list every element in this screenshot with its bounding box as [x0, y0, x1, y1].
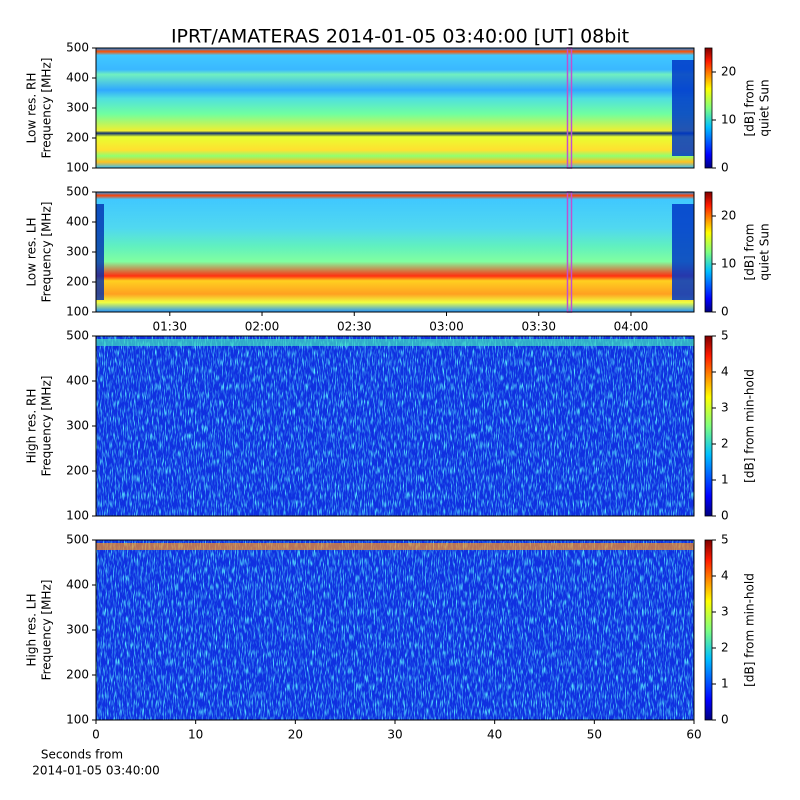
y-axis-label: Low res. RH	[25, 73, 39, 144]
colorbar-tick-label: 1	[721, 473, 729, 487]
y-tick-label: 100	[66, 509, 89, 523]
x-tick-label: 04:00	[614, 320, 649, 334]
x-tick-label: 40	[487, 728, 502, 742]
y-tick-label: 400	[66, 215, 89, 229]
colorbar-tick-label: 3	[721, 401, 729, 415]
y-tick-label: 400	[66, 578, 89, 592]
x-tick-label: 50	[587, 728, 602, 742]
colorbar-label: quiet Sun	[758, 223, 772, 280]
colorbar-tick-label: 20	[721, 65, 736, 79]
y-axis-label: Frequency [MHz]	[40, 376, 54, 477]
x-axis-label: 2014-01-05 03:40:00	[32, 764, 159, 778]
colorbar-tick-label: 20	[721, 209, 736, 223]
x-tick-label: 02:00	[245, 320, 280, 334]
spectrogram-noise	[96, 540, 694, 720]
y-axis-label: Low res. LH	[25, 217, 39, 286]
colorbar-tick-label: 5	[721, 329, 729, 343]
y-tick-label: 100	[66, 305, 89, 319]
y-tick-label: 400	[66, 374, 89, 388]
colorbar	[704, 539, 713, 721]
colorbar-tick-label: 4	[721, 365, 729, 379]
y-axis-label: High res. LH	[25, 593, 39, 666]
spectrogram-gap	[96, 204, 104, 300]
spectrogram-image	[96, 192, 694, 312]
y-axis-label: High res. RH	[25, 389, 39, 464]
colorbar-label: [dB] from min-hold	[743, 573, 757, 687]
colorbar-label: quiet Sun	[758, 79, 772, 136]
colorbar-tick-label: 0	[721, 509, 729, 523]
spectrogram-gap	[672, 60, 694, 156]
x-tick-label: 20	[288, 728, 303, 742]
colorbar	[704, 335, 713, 517]
spectrogram-band	[96, 543, 694, 550]
spectrogram-image	[96, 48, 694, 168]
colorbar-tick-label: 0	[721, 161, 729, 175]
colorbar	[704, 47, 713, 169]
colorbar-tick-label: 3	[721, 605, 729, 619]
x-tick-label: 03:00	[429, 320, 464, 334]
spectrogram-gap	[672, 204, 694, 300]
colorbar-tick-label: 1	[721, 677, 729, 691]
y-tick-label: 300	[66, 623, 89, 637]
colorbar	[704, 191, 713, 313]
y-tick-label: 200	[66, 275, 89, 289]
y-tick-label: 100	[66, 713, 89, 727]
x-tick-label: 10	[188, 728, 203, 742]
y-tick-label: 500	[66, 41, 89, 55]
y-tick-label: 500	[66, 185, 89, 199]
y-tick-label: 300	[66, 419, 89, 433]
colorbar-tick-label: 4	[721, 569, 729, 583]
x-tick-label: 30	[387, 728, 402, 742]
colorbar-tick-label: 0	[721, 305, 729, 319]
colorbar-tick-label: 10	[721, 113, 736, 127]
x-tick-label: 0	[92, 728, 100, 742]
y-axis-label: Frequency [MHz]	[40, 58, 54, 159]
colorbar-label: [dB] from	[743, 80, 757, 137]
colorbar-tick-label: 2	[721, 437, 729, 451]
x-axis-label: Seconds from	[41, 748, 123, 762]
colorbar-tick-label: 0	[721, 713, 729, 727]
y-tick-label: 300	[66, 101, 89, 115]
y-axis-label: Frequency [MHz]	[40, 202, 54, 303]
y-axis-label: Frequency [MHz]	[40, 580, 54, 681]
y-tick-label: 500	[66, 329, 89, 343]
colorbar-label: [dB] from min-hold	[743, 369, 757, 483]
y-tick-label: 500	[66, 533, 89, 547]
y-tick-label: 200	[66, 464, 89, 478]
colorbar-tick-label: 5	[721, 533, 729, 547]
colorbar-tick-label: 2	[721, 641, 729, 655]
y-tick-label: 200	[66, 131, 89, 145]
y-tick-label: 400	[66, 71, 89, 85]
colorbar-label: [dB] from	[743, 224, 757, 281]
chart-title: IPRT/AMATERAS 2014-01-05 03:40:00 [UT] 0…	[171, 26, 629, 48]
x-tick-label: 02:30	[337, 320, 372, 334]
y-tick-label: 300	[66, 245, 89, 259]
spectrogram-noise	[96, 336, 694, 516]
x-tick-label: 01:30	[152, 320, 187, 334]
y-tick-label: 100	[66, 161, 89, 175]
x-tick-label: 03:30	[521, 320, 556, 334]
spectrogram-band	[96, 339, 694, 346]
x-tick-label: 60	[686, 728, 701, 742]
y-tick-label: 200	[66, 668, 89, 682]
colorbar-tick-label: 10	[721, 257, 736, 271]
